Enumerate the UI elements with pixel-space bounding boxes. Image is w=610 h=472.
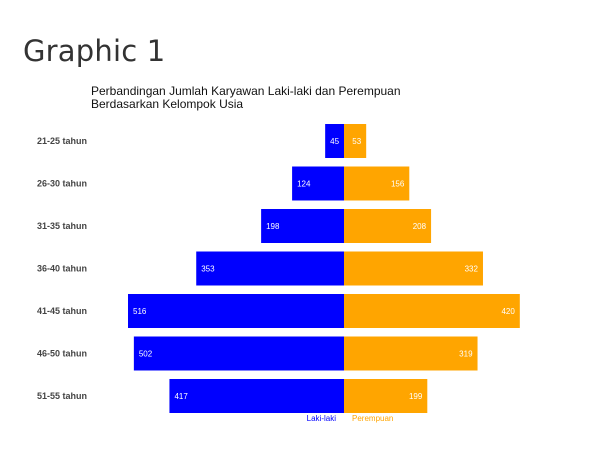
category-label: 36-40 tahun: [37, 264, 87, 274]
value-label-male: 198: [266, 222, 280, 231]
value-label-male: 124: [297, 180, 311, 189]
category-label: 21-25 tahun: [37, 136, 87, 146]
bar-male: [292, 166, 344, 201]
category-label: 41-45 tahun: [37, 306, 87, 316]
category-label: 26-30 tahun: [37, 179, 87, 189]
chart-title: Perbandingan Jumlah Karyawan Laki-laki d…: [91, 85, 401, 111]
value-label-female: 199: [409, 392, 423, 401]
value-label-male: 516: [133, 307, 147, 316]
bar-female: [344, 124, 367, 158]
category-label: 46-50 tahun: [37, 349, 87, 359]
value-label-male: 502: [139, 350, 153, 359]
bar-male: [196, 251, 344, 286]
legend-item-male: Laki-laki: [307, 414, 337, 423]
bar-female: [344, 251, 483, 286]
bar-female: [344, 209, 432, 243]
chart-title-line-1: Perbandingan Jumlah Karyawan Laki-laki d…: [91, 84, 401, 98]
category-labels: 21-25 tahun 26-30 tahun 31-35 tahun 36-40 t…: [37, 136, 87, 401]
bar-male: [169, 379, 344, 413]
value-label-female: 208: [413, 222, 427, 231]
chart-title-line-2: Berdasarkan Kelompok Usia: [91, 97, 244, 111]
page-heading: Graphic 1: [23, 34, 166, 68]
bar-male: [325, 124, 344, 158]
bar-female: [344, 379, 428, 413]
category-label: 51-55 tahun: [37, 391, 87, 401]
value-label-female: 53: [352, 137, 361, 146]
legend: Laki-laki Perempuan: [307, 414, 394, 423]
bars: [128, 124, 520, 413]
value-label-female: 332: [465, 265, 479, 274]
legend-item-female: Perempuan: [352, 414, 393, 423]
value-label-female: 156: [391, 180, 405, 189]
bar-female: [344, 166, 410, 201]
bar-female: [344, 336, 478, 371]
value-label-male: 45: [330, 137, 339, 146]
value-label-male: 417: [174, 392, 188, 401]
category-label: 31-35 tahun: [37, 221, 87, 231]
value-label-male: 353: [201, 265, 215, 274]
bar-male: [133, 336, 344, 371]
bar-female: [344, 294, 520, 328]
value-label-female: 420: [501, 307, 515, 316]
bar-male: [261, 209, 344, 243]
bar-male: [128, 294, 344, 328]
value-labels: 45 53 124 156 198 208 353 332 516 420 502 319 417 199: [133, 137, 515, 401]
value-label-female: 319: [459, 350, 473, 359]
